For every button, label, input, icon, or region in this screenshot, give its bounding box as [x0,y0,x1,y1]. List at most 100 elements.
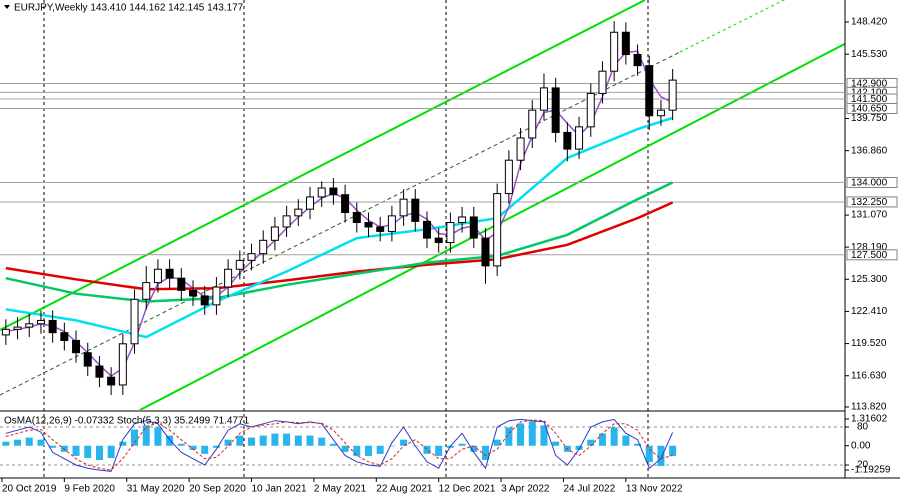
y-tick-label: 139.750 [851,113,888,124]
candle-body [306,196,315,210]
candle-body [95,365,104,378]
y-tick-label: -1.19259 [851,465,891,476]
x-tick-label: 22 Aug 2021 [376,484,433,495]
candle-body [656,109,665,117]
osma-bar [364,445,372,456]
candle-body [72,339,81,354]
osma-bar [376,445,384,454]
osma-bar [236,435,244,446]
osma-bar [142,425,150,446]
osma-bar [294,435,302,446]
y-tick-label: 0.00 [851,440,871,451]
candle-body [399,198,408,217]
level-label: 141.500 [851,94,888,105]
candle-body [434,237,443,244]
osma-bar [353,445,361,456]
osma-bar [341,445,349,452]
candle-body [317,187,326,198]
osma-bar [95,445,103,460]
candle-body [586,92,595,128]
candle-body [387,215,396,232]
osma-bar [669,445,677,456]
osma-bar [107,445,115,458]
osma-bar [212,445,220,448]
osma-bar [329,443,337,446]
level-label-box [846,196,898,208]
osma-bar [517,423,525,446]
x-tick-label: 3 Apr 2022 [501,484,550,495]
osma-bar [306,435,314,446]
candle-body [539,87,548,111]
osma-bar [49,445,57,448]
candle-body [36,319,45,325]
candle-body [224,268,233,288]
osma-bar [657,445,665,467]
y-tick-label: 145.530 [851,49,888,60]
candle-body [481,237,490,267]
candle-body [130,298,139,345]
osma-bar [528,421,536,446]
candle-body [142,282,151,300]
candle-body [376,226,385,232]
osma-bar [189,445,197,450]
level-label: 142.100 [851,87,888,98]
osma-bar [435,445,443,456]
osma-bar [177,443,185,446]
candle-body [329,187,338,196]
osma-bar [37,439,45,446]
line-series [5,419,673,471]
x-tick-label: 9 Feb 2020 [64,484,115,495]
y-tick-label: 116.630 [851,370,887,381]
candle-body [153,268,162,284]
candle-body [189,289,198,297]
level-label-box [846,102,898,114]
osma-bar [2,441,10,446]
candle-body [446,222,455,244]
osma-bar [84,445,92,458]
osma-bar [610,427,618,446]
line-series [5,181,674,303]
osma-bar [248,437,256,446]
osma-bar [458,443,466,446]
y-tick-label: 136.860 [851,145,888,156]
candle-body [107,376,116,386]
candle-body [352,212,361,224]
line-series [5,116,673,339]
channel-upper [0,0,646,331]
channel-middle-extension [679,0,786,53]
candle-body [13,326,22,330]
osma-bar [598,433,606,446]
line-series [5,201,674,291]
candle-body [504,159,513,195]
channel-middle [0,51,681,396]
osma-bar [154,427,162,446]
osma-bar [72,445,80,456]
y-tick-label: 113.820 [851,402,887,413]
candle-body [83,352,92,367]
level-label: 134.000 [851,178,888,189]
y-tick-label: 122.410 [851,306,888,317]
y-tick-label: 119.520 [851,338,887,349]
osma-bar [587,439,595,446]
y2-tick-label: 20 [857,460,869,471]
x-tick-label: 10 Jan 2021 [252,484,307,495]
x-tick-label: 12 Dec 2021 [439,484,496,495]
candle-body [610,31,619,72]
osma-bar [119,441,127,446]
osma-bar [224,439,232,446]
candle-body [282,215,291,228]
osma-bar [622,435,630,446]
osma-bar [540,425,548,446]
candle-body [259,239,268,255]
candle-body [177,277,186,291]
level-label: 142.900 [851,79,888,90]
level-label-box [846,249,898,261]
candle-body [212,286,221,306]
osma-bar [388,445,396,447]
level-label: 127.500 [851,250,888,261]
osma-bar [318,437,326,446]
candle-body [633,54,642,67]
candle-body [25,323,34,328]
level-label: 140.650 [851,104,888,115]
